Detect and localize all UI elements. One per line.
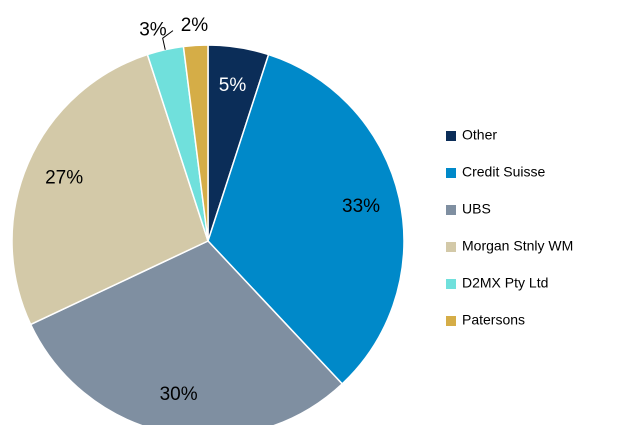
data-label: 3% [139, 20, 167, 41]
legend-swatch [446, 242, 456, 252]
data-label: 2% [181, 15, 209, 36]
legend-label: Credit Suisse [462, 164, 545, 180]
legend-label: D2MX Pty Ltd [462, 275, 548, 291]
pie-slice [29, 240, 344, 425]
legend-swatch [446, 131, 456, 141]
legend-label: Patersons [462, 312, 525, 328]
legend-label: UBS [462, 201, 491, 217]
pie-slice [11, 53, 209, 326]
data-label: 27% [45, 168, 83, 189]
legend-swatch [446, 316, 456, 326]
leader-line [162, 30, 174, 50]
legend-swatch [446, 205, 456, 215]
data-label: 33% [342, 196, 380, 217]
data-label: 30% [160, 384, 198, 405]
legend-label: Morgan Stnly WM [462, 238, 573, 254]
legend-swatch [446, 279, 456, 289]
data-label: 5% [219, 75, 247, 96]
legend-swatch [446, 168, 456, 178]
pie-slice [182, 44, 209, 242]
legend-label: Other [462, 127, 497, 143]
pie-slice [207, 53, 405, 385]
